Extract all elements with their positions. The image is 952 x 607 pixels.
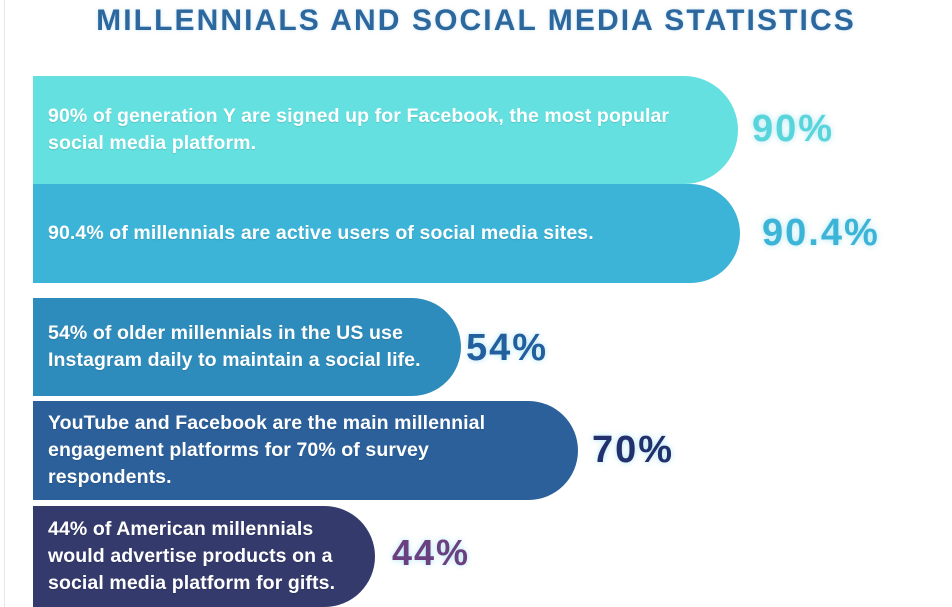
bar-shape-1: 90% of generation Y are signed up for Fa… [33, 76, 738, 184]
bar-shape-3: 54% of older millennials in the US use I… [33, 298, 461, 396]
bar-label-3: 54% of older millennials in the US use I… [48, 322, 421, 371]
bar-label-1: 90% of generation Y are signed up for Fa… [48, 105, 670, 154]
bar-shape-5: 44% of American millennials would advert… [33, 506, 375, 607]
page-title: MILLENNIALS AND SOCIAL MEDIA STATISTICS [96, 4, 856, 37]
left-margin-rule [4, 0, 5, 607]
bar-value-3: 54% [466, 327, 549, 369]
bar-value-4: 70% [592, 429, 675, 471]
bar-label-2: 90.4% of millennials are active users of… [48, 222, 594, 244]
bar-label-4: YouTube and Facebook are the main millen… [48, 412, 486, 488]
bar-value-2: 90.4% [762, 212, 880, 254]
bar-shape-4: YouTube and Facebook are the main millen… [33, 401, 578, 500]
bar-shape-2: 90.4% of millennials are active users of… [33, 184, 740, 283]
bar-label-5: 44% of American millennials would advert… [48, 518, 336, 594]
bar-value-5: 44% [392, 532, 471, 573]
bar-value-1: 90% [752, 108, 835, 150]
